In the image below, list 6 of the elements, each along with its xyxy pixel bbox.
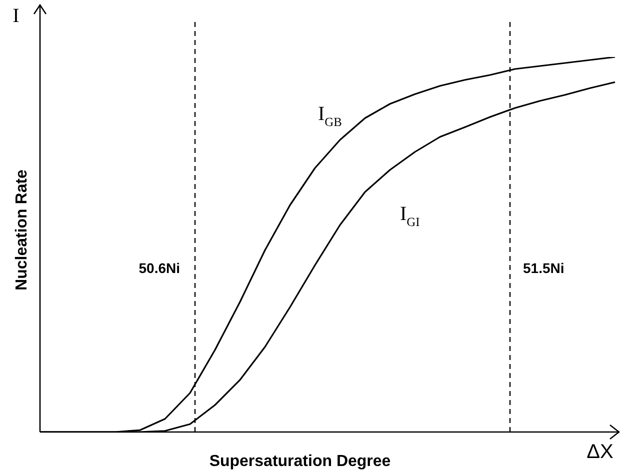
x-axis-title: Supersaturation Degree (209, 453, 391, 470)
annotation: 50.6Ni (138, 260, 180, 276)
annotation: 51.5Ni (523, 260, 564, 276)
y-axis-title: Nucleation Rate (13, 169, 30, 290)
text: I (12, 5, 20, 27)
text: ΔX (586, 441, 614, 463)
